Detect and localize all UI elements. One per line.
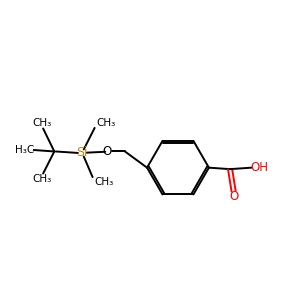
Text: CH₃: CH₃: [96, 118, 116, 128]
Text: O: O: [103, 145, 112, 158]
Text: O: O: [230, 190, 239, 203]
Text: Si: Si: [76, 146, 88, 159]
Text: CH₃: CH₃: [32, 174, 51, 184]
Text: OH: OH: [250, 161, 268, 174]
Text: H₃C: H₃C: [15, 145, 34, 155]
Text: CH₃: CH₃: [94, 177, 113, 188]
Text: CH₃: CH₃: [32, 118, 51, 128]
